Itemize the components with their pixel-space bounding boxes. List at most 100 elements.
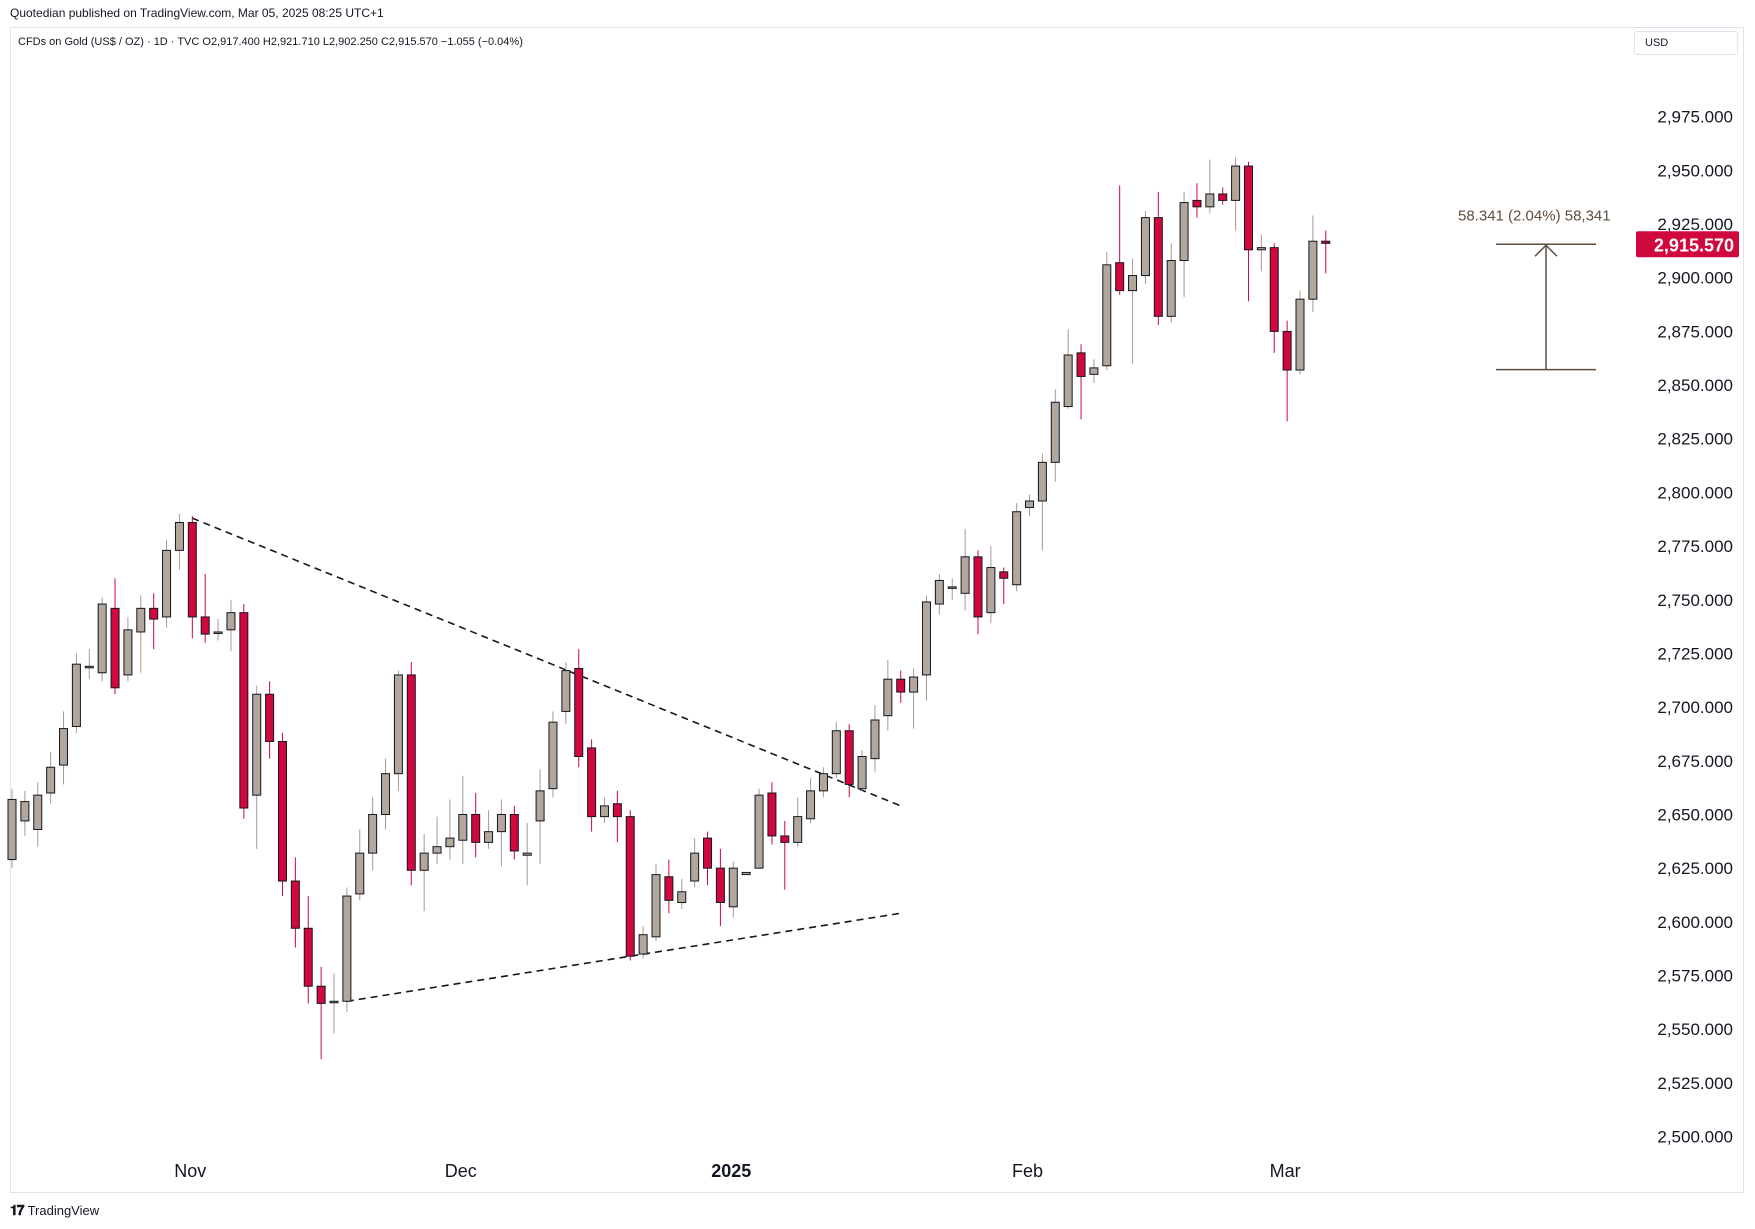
candle [934,574,944,615]
candle [599,797,609,824]
candle-body [909,676,919,693]
candle [1269,243,1279,353]
x-tick-label: Feb [1012,1161,1043,1181]
y-tick-label: 2,575.000 [1657,967,1733,986]
candle-body [1063,354,1073,408]
candle [432,816,442,864]
candle-body [1140,217,1150,277]
candle-body [1179,202,1189,262]
candle [458,775,468,864]
candle [1282,320,1292,422]
candle [471,793,481,858]
candle [574,649,584,768]
x-tick-label: 2025 [711,1161,751,1181]
candle [1308,215,1318,313]
candle [1063,329,1073,409]
candle-body [123,629,133,676]
candle-body [934,579,944,605]
candle [1025,494,1035,517]
candle-body [587,747,597,818]
candle-body [780,835,790,843]
y-tick-label: 2,500.000 [1657,1128,1733,1147]
candles-layer [7,157,1331,1060]
candle-body [1256,247,1266,251]
candle-body [484,831,494,843]
y-tick-label: 2,650.000 [1657,805,1733,824]
candle-body [458,813,468,841]
candle-body [1012,511,1022,586]
candle-body [1089,367,1099,375]
symbol-ohlc-legend[interactable]: CFDs on Gold (US$ / OZ) · 1D · TVC O2,91… [18,36,523,48]
candle-body [84,665,94,669]
candle-body [252,693,262,796]
candle [947,578,957,600]
candle [136,595,146,673]
candle [445,799,455,860]
candle [239,604,249,819]
candle [329,973,339,1034]
candle-body [1115,262,1125,292]
candle-body [136,607,146,633]
candle [174,513,184,570]
candle-body [1295,298,1305,371]
candle [406,662,416,886]
candle-body [1205,193,1215,208]
candle [960,528,970,611]
measure-label: 58.341 (2.04%) 58,341 [1458,207,1611,224]
candle [419,833,429,912]
candle [1179,191,1189,298]
candle-body [162,549,172,618]
candle-body [947,586,957,589]
candle [1166,243,1176,323]
candle-body [1050,401,1060,463]
candle [1140,211,1150,285]
y-tick-label: 2,825.000 [1657,430,1733,449]
candle [703,831,713,886]
y-tick-label: 2,925.000 [1657,215,1733,234]
footer-brand-label: TradingView [27,1203,100,1218]
candle [342,887,352,1012]
candle-body [1269,247,1279,332]
currency-selector[interactable]: USD [1634,31,1738,55]
tradingview-logo-icon: 𝟏𝟕 [10,1202,25,1218]
candle [252,685,262,849]
candle-body [174,521,184,551]
candle [484,810,494,849]
candle [793,797,803,847]
y-tick-label: 2,950.000 [1657,161,1733,180]
candle-body [342,895,352,1002]
candle [921,595,931,701]
candle [110,578,120,695]
last-price-badge [1636,231,1739,258]
candle [1256,234,1266,272]
y-tick-label: 2,725.000 [1657,644,1733,663]
candle [1115,185,1125,295]
candle-body [896,678,906,693]
candle [999,567,1009,605]
candle [226,599,236,652]
candle [870,704,880,772]
candle [316,966,326,1060]
candle [677,878,687,909]
candle-body [303,927,313,987]
y-tick-label: 2,700.000 [1657,698,1733,717]
candle-body [793,816,803,843]
candle-body [1282,330,1292,371]
candle-body [200,616,210,635]
candle [71,653,81,733]
y-tick-label: 2,875.000 [1657,322,1733,341]
candle-body [818,773,828,792]
candle [857,750,867,791]
candle-body [1308,240,1318,300]
x-tick-label: Mar [1270,1161,1301,1181]
candle-body [703,837,713,869]
candle [1218,187,1228,205]
candle-body [110,607,120,689]
y-tick-label: 2,850.000 [1657,376,1733,395]
candle-body [393,674,403,775]
candle-body [638,934,648,955]
y-tick-label: 2,600.000 [1657,913,1733,932]
candle [265,681,275,759]
candle [612,790,622,843]
